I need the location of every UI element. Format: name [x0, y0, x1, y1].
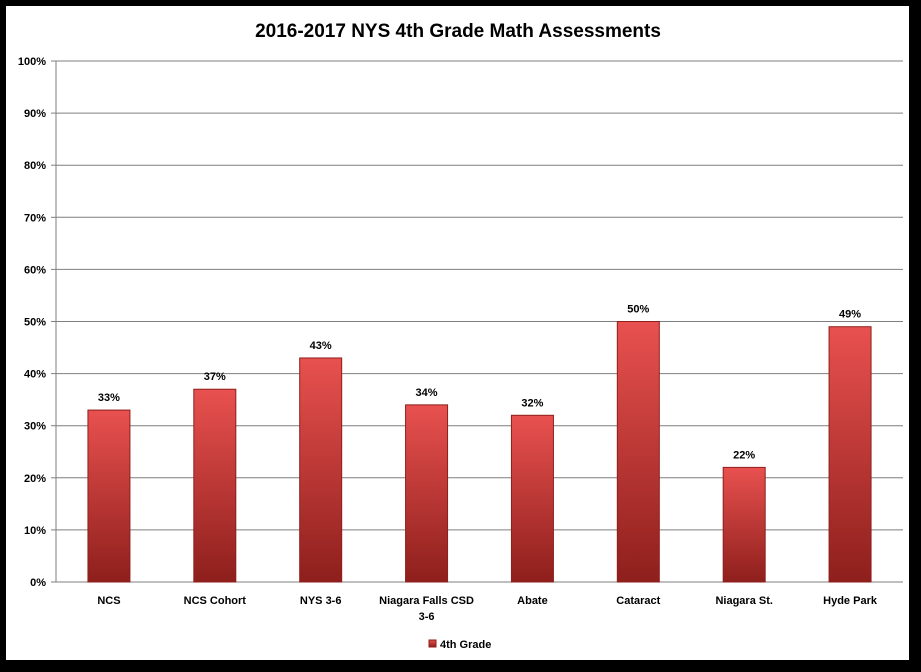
x-tick-label: Niagara Falls CSD 3-6	[379, 595, 474, 623]
legend-swatch	[428, 639, 437, 648]
y-tick-label: 40%	[24, 369, 46, 381]
y-tick-label: 80%	[24, 160, 46, 172]
chart-title: 2016-2017 NYS 4th Grade Math Assessments	[255, 21, 661, 42]
bar	[405, 404, 449, 583]
y-tick-label: 100%	[18, 56, 46, 68]
data-labels: 33% 37% 43% 34% 32% 50% 22% 49%	[98, 304, 861, 462]
y-axis-ticks: 0% 10% 20% 30% 40% 50% 60% 70% 80% 90% 100%	[18, 56, 46, 589]
y-tick-label: 0%	[30, 577, 46, 589]
data-label: 32%	[521, 397, 543, 409]
y-tick-label: 10%	[24, 525, 46, 537]
bar	[193, 388, 237, 583]
y-tick-label: 70%	[24, 212, 46, 224]
chart-frame: 2016-2017 NYS 4th Grade Math Assessments…	[6, 6, 909, 660]
data-label: 37%	[204, 371, 226, 383]
data-label: 22%	[733, 449, 755, 461]
data-label: 33%	[98, 392, 120, 404]
bar	[510, 414, 554, 583]
y-tick-label: 90%	[24, 108, 46, 120]
bar	[299, 357, 343, 583]
x-tick-label: NCS Cohort	[184, 595, 247, 607]
data-label: 34%	[416, 387, 438, 399]
data-label: 50%	[627, 304, 649, 316]
gridlines	[51, 60, 903, 583]
x-tick-label: NYS 3-6	[300, 595, 342, 607]
legend: 4th Grade	[428, 639, 491, 651]
legend-label: 4th Grade	[440, 639, 491, 651]
x-tick-label: Abate	[517, 595, 548, 607]
x-tick-label: Niagara St.	[715, 595, 772, 607]
x-tick-label: Hyde Park	[823, 595, 878, 607]
y-tick-label: 60%	[24, 264, 46, 276]
bar	[828, 326, 872, 583]
y-tick-label: 30%	[24, 421, 46, 433]
data-label: 43%	[310, 340, 332, 352]
bar	[616, 321, 660, 583]
x-tick-label: Cataract	[616, 595, 660, 607]
bars	[87, 321, 872, 583]
y-tick-label: 20%	[24, 473, 46, 485]
bar-chart: 2016-2017 NYS 4th Grade Math Assessments…	[18, 21, 903, 651]
bar	[722, 466, 766, 583]
data-label: 49%	[839, 309, 861, 321]
bar	[87, 409, 131, 583]
x-axis-labels: NCS NCS Cohort NYS 3-6 Niagara Falls CSD 3-6…	[97, 595, 878, 623]
y-tick-label: 50%	[24, 317, 46, 329]
x-tick-label: NCS	[97, 595, 120, 607]
